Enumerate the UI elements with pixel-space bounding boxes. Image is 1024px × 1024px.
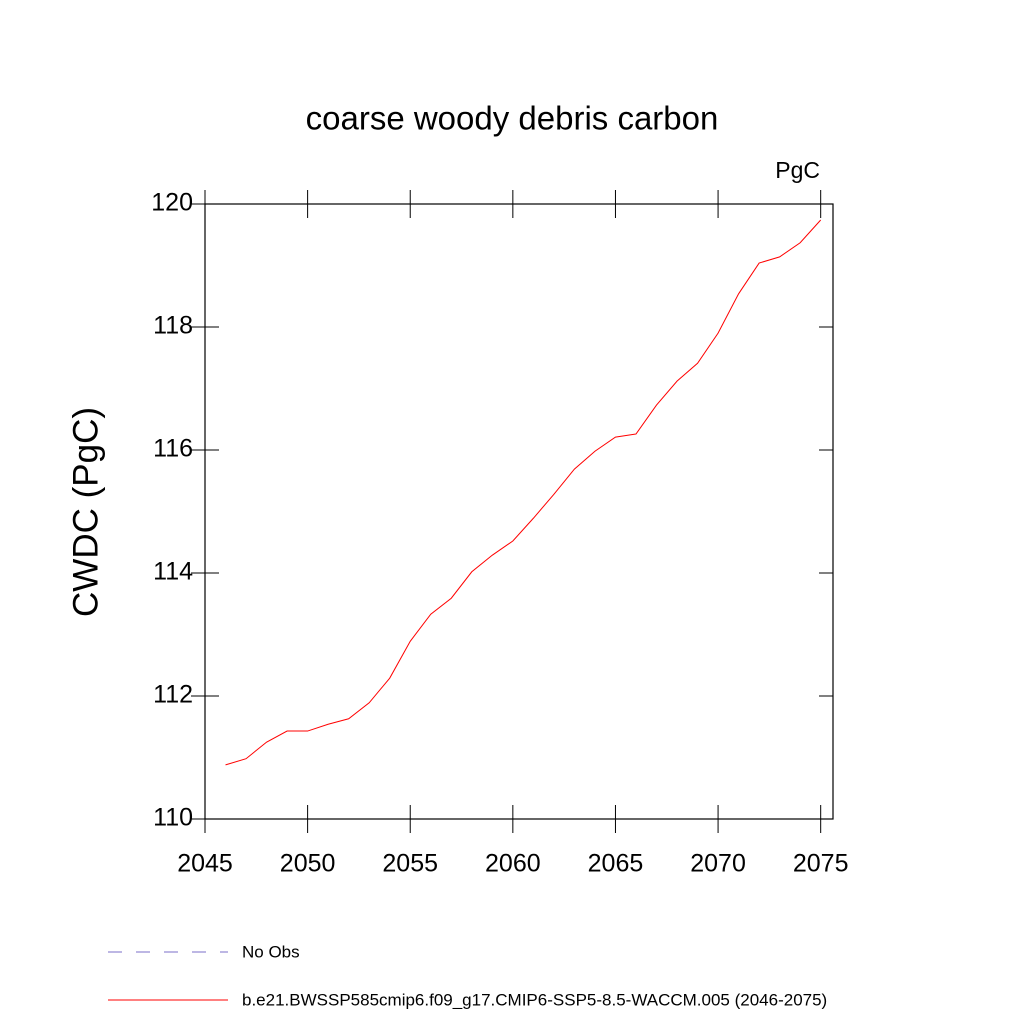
y-tick-label: 116 <box>153 435 193 463</box>
unit-label: PgC <box>775 157 820 183</box>
x-tick-label: 2045 <box>177 850 233 878</box>
legend-label: b.e21.BWSSP585cmip6.f09_g17.CMIP6-SSP5-8… <box>242 990 827 1009</box>
y-axis-label: CWDC (PgC) <box>66 407 105 617</box>
x-tick-label: 2065 <box>588 850 644 878</box>
x-tick-label: 2050 <box>280 850 336 878</box>
x-tick-label: 2055 <box>382 850 438 878</box>
x-tick-label: 2075 <box>793 850 849 878</box>
y-tick-label: 112 <box>153 681 193 709</box>
y-tick-label: 114 <box>153 558 193 586</box>
legend-label: No Obs <box>242 942 300 961</box>
y-tick-label: 118 <box>153 312 193 340</box>
y-tick-label: 120 <box>151 189 193 217</box>
data-line <box>225 219 822 766</box>
y-tick-label: 110 <box>153 804 193 832</box>
plot-frame <box>204 203 834 820</box>
chart-title: coarse woody debris carbon <box>306 100 719 137</box>
x-tick-label: 2070 <box>690 850 746 878</box>
x-tick-label: 2060 <box>485 850 541 878</box>
